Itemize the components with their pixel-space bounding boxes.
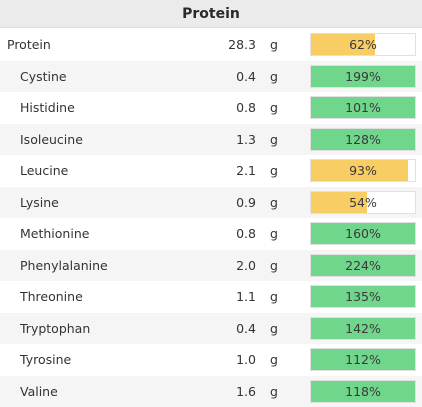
nutrient-row: Cystine 0.4 g 199% [0,61,422,93]
nutrient-rows: Protein 28.3 g 62% Cystine 0.4 g 199% Histidine 0… [0,29,422,407]
nutrient-amount: 2.1 [236,155,256,187]
daily-value-bar: 118% [310,380,416,403]
nutrient-unit: g [270,376,278,407]
nutrient-amount: 1.0 [236,344,256,376]
daily-value-bar: 101% [310,96,416,119]
nutrient-name: Valine [20,376,58,407]
daily-value-percent: 62% [311,34,415,55]
nutrient-row: Lysine 0.9 g 54% [0,187,422,219]
nutrient-name: Tryptophan [20,313,90,345]
nutrient-unit: g [270,187,278,219]
nutrient-row: Threonine 1.1 g 135% [0,281,422,313]
daily-value-bar: 142% [310,317,416,340]
daily-value-percent: 224% [311,255,415,276]
nutrient-unit: g [270,92,278,124]
nutrient-amount: 0.4 [236,61,256,93]
daily-value-bar: 199% [310,65,416,88]
daily-value-percent: 128% [311,129,415,150]
nutrient-name: Leucine [20,155,68,187]
daily-value-bar: 135% [310,285,416,308]
nutrient-name: Protein [7,29,51,61]
nutrient-row: Protein 28.3 g 62% [0,29,422,61]
nutrient-row: Methionine 0.8 g 160% [0,218,422,250]
nutrient-row: Tryptophan 0.4 g 142% [0,313,422,345]
nutrient-unit: g [270,155,278,187]
nutrient-row: Valine 1.6 g 118% [0,376,422,407]
nutrient-row: Tyrosine 1.0 g 112% [0,344,422,376]
daily-value-percent: 93% [311,160,415,181]
nutrient-amount: 2.0 [236,250,256,282]
nutrient-name: Histidine [20,92,75,124]
nutrient-unit: g [270,124,278,156]
nutrient-unit: g [270,29,278,61]
nutrient-unit: g [270,218,278,250]
nutrient-amount: 0.9 [236,187,256,219]
daily-value-bar: 62% [310,33,416,56]
daily-value-bar: 224% [310,254,416,277]
nutrient-name: Isoleucine [20,124,83,156]
daily-value-percent: 118% [311,381,415,402]
nutrient-amount: 1.3 [236,124,256,156]
nutrient-amount: 28.3 [228,29,256,61]
daily-value-bar: 112% [310,348,416,371]
daily-value-percent: 54% [311,192,415,213]
nutrient-name: Cystine [20,61,67,93]
nutrient-unit: g [270,250,278,282]
nutrient-row: Histidine 0.8 g 101% [0,92,422,124]
daily-value-percent: 135% [311,286,415,307]
nutrient-unit: g [270,281,278,313]
nutrient-name: Tyrosine [20,344,71,376]
daily-value-percent: 101% [311,97,415,118]
nutrient-name: Lysine [20,187,59,219]
nutrient-amount: 0.4 [236,313,256,345]
daily-value-bar: 93% [310,159,416,182]
nutrient-row: Leucine 2.1 g 93% [0,155,422,187]
nutrient-name: Threonine [20,281,83,313]
daily-value-bar: 128% [310,128,416,151]
nutrient-unit: g [270,61,278,93]
daily-value-bar: 160% [310,222,416,245]
nutrient-amount: 0.8 [236,218,256,250]
nutrient-unit: g [270,344,278,376]
nutrient-row: Isoleucine 1.3 g 128% [0,124,422,156]
daily-value-percent: 199% [311,66,415,87]
daily-value-percent: 142% [311,318,415,339]
panel-title: Protein [0,0,422,28]
daily-value-percent: 160% [311,223,415,244]
nutrient-unit: g [270,313,278,345]
nutrient-amount: 1.1 [236,281,256,313]
nutrient-amount: 0.8 [236,92,256,124]
nutrient-name: Phenylalanine [20,250,108,282]
nutrient-amount: 1.6 [236,376,256,407]
daily-value-bar: 54% [310,191,416,214]
nutrient-row: Phenylalanine 2.0 g 224% [0,250,422,282]
daily-value-percent: 112% [311,349,415,370]
nutrient-name: Methionine [20,218,89,250]
